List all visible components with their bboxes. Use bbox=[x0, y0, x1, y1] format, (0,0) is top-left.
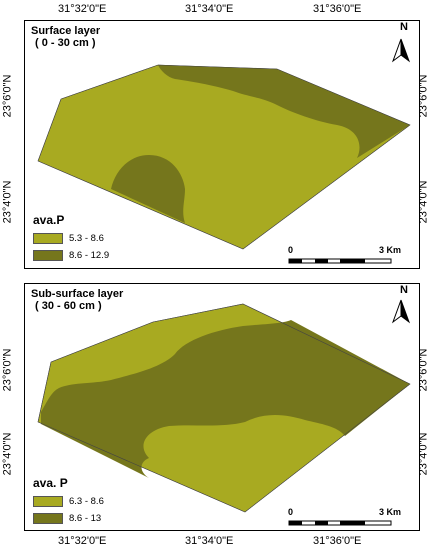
scale-bar bbox=[288, 258, 392, 264]
legend-label: 5.3 - 8.6 bbox=[69, 232, 104, 244]
legend-item: 5.3 - 8.6 bbox=[33, 232, 104, 244]
legend-swatch bbox=[33, 232, 63, 244]
legend-swatch bbox=[33, 512, 63, 524]
legend-label: 8.6 - 13 bbox=[69, 512, 102, 524]
legend-title: ava.P bbox=[33, 213, 65, 227]
legend-item: 8.6 - 12.9 bbox=[33, 249, 109, 261]
top-lon-label-1: 31°32'0"E bbox=[58, 3, 107, 15]
legend-label: 6.3 - 8.6 bbox=[69, 495, 104, 507]
map-area-high bbox=[41, 320, 410, 478]
map-subsurface-svg bbox=[37, 299, 411, 526]
map-panel-subsurface: Sub-surface layer ( 30 - 60 cm ) N ava. … bbox=[24, 283, 420, 531]
left-lat-label-p1-2: 23°4'0"N bbox=[1, 180, 14, 224]
north-arrow-icon bbox=[391, 38, 411, 63]
legend-swatch bbox=[33, 249, 63, 261]
left-lat-label-p1-1: 23°6'0"N bbox=[1, 74, 14, 118]
scale-end-label: 3 Km bbox=[379, 507, 402, 517]
scale-end-label: 3 Km bbox=[379, 245, 402, 255]
north-label: N bbox=[400, 21, 408, 33]
bottom-lon-label-1: 31°32'0"E bbox=[58, 535, 107, 547]
legend-item: 8.6 - 13 bbox=[33, 512, 101, 524]
map-area-low bbox=[37, 64, 411, 250]
panel-subtitle: ( 30 - 60 cm ) bbox=[35, 300, 102, 312]
map-surface-svg bbox=[37, 38, 411, 264]
panel-title: Sub-surface layer bbox=[31, 288, 124, 300]
left-lat-label-p2-2: 23°4'0"N bbox=[1, 432, 14, 476]
legend-swatch bbox=[33, 495, 63, 507]
map-area-high-south bbox=[111, 155, 185, 223]
left-lat-label-p2-1: 23°6'0"N bbox=[1, 348, 14, 392]
north-arrow-icon bbox=[391, 299, 411, 324]
scale-start-label: 0 bbox=[288, 245, 294, 255]
scale-start-label: 0 bbox=[288, 507, 294, 517]
legend-item: 6.3 - 8.6 bbox=[33, 495, 104, 507]
map-panel-surface: Surface layer ( 0 - 30 cm ) N ava.P 5.3 … bbox=[24, 20, 420, 269]
top-lon-label-2: 31°34'0"E bbox=[185, 3, 234, 15]
scale-bar bbox=[288, 520, 392, 526]
legend-label: 8.6 - 12.9 bbox=[69, 249, 110, 261]
north-label: N bbox=[400, 284, 408, 296]
bottom-lon-label-2: 31°34'0"E bbox=[185, 535, 234, 547]
top-lon-label-3: 31°36'0"E bbox=[313, 3, 362, 15]
panel-subtitle: ( 0 - 30 cm ) bbox=[35, 37, 96, 49]
legend-title: ava. P bbox=[33, 476, 68, 490]
bottom-lon-label-3: 31°36'0"E bbox=[313, 535, 362, 547]
map-area-high-north bbox=[158, 65, 410, 158]
panel-title: Surface layer bbox=[31, 25, 101, 37]
